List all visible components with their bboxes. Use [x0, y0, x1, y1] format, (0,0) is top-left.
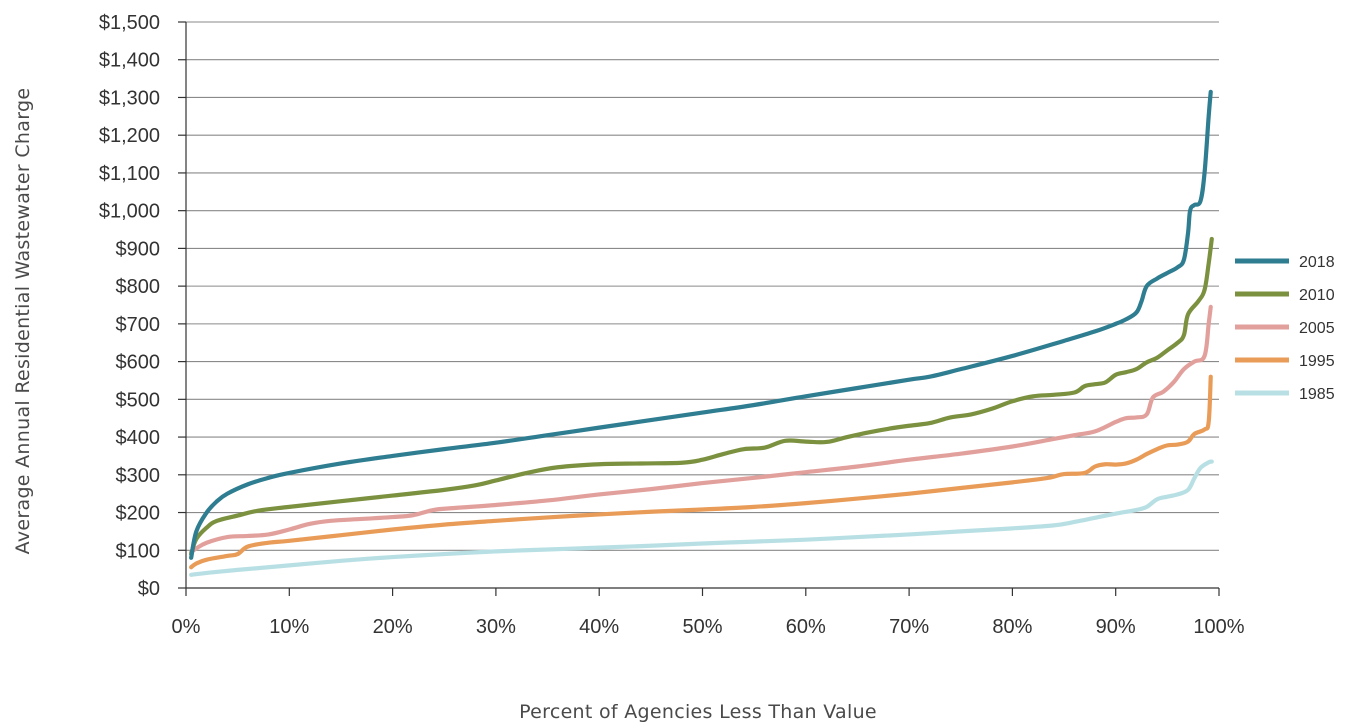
y-tick-label: $700 — [116, 314, 161, 336]
y-axis-title: Average Annual Residential Wastewater Ch… — [12, 88, 34, 555]
x-tick-label: 0% — [172, 616, 201, 638]
x-tick-label: 30% — [476, 616, 516, 638]
series-lines — [189, 89, 1214, 577]
y-tick-label: $1,500 — [99, 12, 160, 34]
legend-item-2018: 2018 — [1235, 254, 1335, 271]
x-tick-label: 70% — [889, 616, 929, 638]
x-tick-label: 60% — [786, 616, 826, 638]
legend-label: 1995 — [1299, 353, 1335, 370]
legend-item-1995: 1995 — [1235, 353, 1335, 370]
series-line-2005 — [189, 304, 1213, 555]
legend-label: 2005 — [1299, 320, 1335, 337]
series-line-2018 — [189, 89, 1213, 560]
legend-item-2005: 2005 — [1235, 320, 1335, 337]
series-line-1995 — [189, 374, 1213, 570]
x-tick-label: 40% — [579, 616, 619, 638]
axes — [185, 22, 1219, 589]
x-tick-label: 80% — [992, 616, 1032, 638]
legend-label: 2010 — [1299, 287, 1335, 304]
y-tick-label: $600 — [116, 352, 161, 374]
y-tick-label: $1,000 — [99, 201, 160, 223]
y-tick-label: $100 — [116, 540, 161, 562]
y-tick-label: $1,400 — [99, 50, 160, 72]
series-line-1985 — [189, 459, 1214, 577]
legend-item-2010: 2010 — [1235, 287, 1335, 304]
x-tick-label: 50% — [682, 616, 722, 638]
legend-label: 1985 — [1299, 386, 1335, 403]
legend-item-1985: 1985 — [1235, 386, 1335, 403]
y-tick-label: $500 — [116, 389, 161, 411]
x-tick-label: 100% — [1193, 616, 1244, 638]
legend-label: 2018 — [1299, 254, 1335, 271]
y-tick-label: $1,100 — [99, 163, 160, 185]
y-tick-label: $900 — [116, 238, 161, 260]
x-axis-title: Percent of Agencies Less Than Value — [519, 701, 877, 723]
x-tick-label: 10% — [269, 616, 309, 638]
y-tick-label: $1,200 — [99, 125, 160, 147]
y-tick-label: $200 — [116, 503, 161, 525]
y-tick-label: $800 — [116, 276, 161, 298]
y-tick-label: $1,300 — [99, 87, 160, 109]
y-tick-label: $0 — [138, 578, 160, 600]
gridlines — [186, 21, 1219, 551]
x-tick-label: 20% — [373, 616, 413, 638]
x-axis-ticks: 0% 10% 20% 30% 40% 50% 60% 70% 80% 90% 100% — [172, 588, 1245, 638]
x-tick-label: 90% — [1096, 616, 1136, 638]
series-line-2010 — [189, 236, 1214, 557]
y-tick-label: $300 — [116, 465, 161, 487]
legend: 2018 2010 2005 1995 1985 — [1235, 254, 1335, 403]
y-axis-ticks: $0 $100 $200 $300 $400 $500 $600 $700 $800 $900 $1… — [99, 12, 186, 600]
y-tick-label: $400 — [116, 427, 161, 449]
